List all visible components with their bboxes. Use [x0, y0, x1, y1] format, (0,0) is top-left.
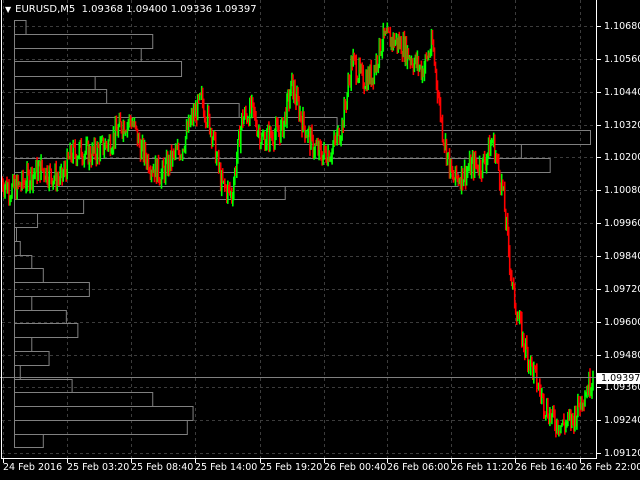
y-tick-label: 1.10200: [604, 151, 640, 163]
ohlc-values: 1.09368 1.09400 1.09336 1.09397: [81, 4, 257, 15]
x-tick-label: 26 Feb 00:40: [324, 462, 387, 473]
dropdown-triangle-icon[interactable]: ▼: [5, 5, 12, 14]
volume-profile-bar: [14, 76, 96, 90]
y-tick-label: 1.09960: [604, 217, 640, 229]
y-tick-label: 1.09840: [604, 250, 640, 262]
volume-profile-bar: [14, 296, 33, 311]
volume-profile-bar: [14, 255, 33, 269]
y-tick-label: 1.10680: [604, 20, 640, 32]
y-tick-label: 1.10440: [604, 86, 640, 98]
y-tick-label: 1.09120: [604, 447, 640, 459]
x-tick-label: 25 Feb 08:40: [131, 462, 194, 473]
volume-profile-bar: [14, 268, 44, 283]
x-tick-label: 25 Feb 03:20: [67, 462, 130, 473]
volume-profile-bar: [14, 434, 44, 448]
x-tick-label: 26 Feb 06:00: [387, 462, 450, 473]
x-tick-label: 25 Feb 19:20: [260, 462, 323, 473]
y-tick-label: 1.09720: [604, 283, 640, 295]
x-tick-label: 26 Feb 16:40: [515, 462, 578, 473]
volume-profile-bar: [14, 282, 90, 297]
y-tick-label: 1.09360: [604, 381, 640, 393]
symbol-label: EURUSD,M5: [15, 4, 76, 15]
volume-profile-bar: [14, 420, 188, 435]
grid: [2, 0, 596, 458]
volume-profile-bar: [14, 392, 154, 407]
volume-profile-bar: [14, 406, 194, 421]
volume-profile-bar: [14, 199, 85, 214]
volume-profile-bar: [14, 117, 338, 131]
volume-profile-bar: [14, 89, 108, 104]
y-tick-label: 1.10560: [604, 53, 640, 65]
y-tick-label: 1.09480: [604, 349, 640, 361]
volume-profile-bar: [14, 310, 67, 324]
y-tick-label: 1.09240: [604, 414, 640, 426]
axis-ticks: [3, 26, 601, 463]
volume-profile: [14, 20, 591, 448]
volume-profile-bar: [14, 337, 33, 352]
x-tick-label: 25 Feb 14:00: [195, 462, 258, 473]
chart-header: ▼ EURUSD,M5 1.09368 1.09400 1.09336 1.093…: [5, 4, 257, 15]
candles: [1, 22, 594, 438]
y-tick-label: 1.10080: [604, 184, 640, 196]
x-tick-label: 26 Feb 22:00: [580, 462, 640, 473]
x-tick-label: 26 Feb 11:20: [451, 462, 514, 473]
volume-profile-bar: [14, 241, 21, 256]
x-tick-label: 24 Feb 2016: [3, 462, 63, 473]
y-tick-label: 1.09600: [604, 316, 640, 328]
y-tick-label: 1.10320: [604, 119, 640, 131]
volume-profile-bar: [14, 323, 79, 338]
volume-profile-bar: [14, 61, 183, 77]
volume-profile-bar: [14, 34, 154, 49]
volume-profile-bar: [14, 227, 17, 242]
volume-profile-bar: [14, 213, 39, 228]
volume-profile-bar: [14, 379, 73, 393]
bid-price-label: 1.09397: [597, 373, 640, 384]
volume-profile-bar: [14, 20, 27, 35]
volume-profile-bar: [14, 351, 50, 366]
volume-profile-bar: [14, 186, 286, 200]
